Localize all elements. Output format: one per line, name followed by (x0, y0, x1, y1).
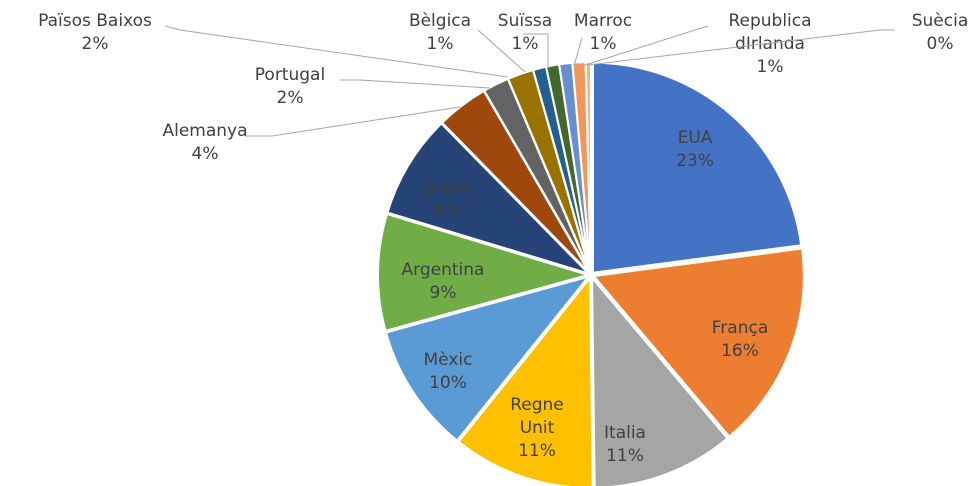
label-line: dIrlanda (735, 34, 805, 54)
pie-slice (591, 247, 805, 438)
value-label: 1% (427, 34, 454, 54)
slice-label: Italia (604, 423, 646, 443)
value-label: 2% (277, 88, 304, 108)
slice-label: França (712, 318, 769, 338)
value-label: 11% (606, 446, 644, 466)
slice-label: Brasil (423, 178, 470, 198)
value-label: 2% (82, 34, 109, 54)
leader-line (573, 37, 583, 67)
value-label: 23% (676, 151, 714, 171)
value-label: 10% (429, 373, 467, 393)
slice-label: Argentina (402, 260, 485, 280)
slice-label: Republica dIrlanda (728, 11, 811, 54)
leader-line (245, 106, 461, 137)
value-label: 1% (757, 57, 784, 77)
label-line: Regne (510, 395, 564, 415)
leader-line (581, 25, 709, 67)
slice-label: Marroc (574, 11, 632, 31)
slice-label: Regne Unit (510, 395, 564, 438)
label-line: Unit (520, 418, 555, 438)
pie-slice (377, 212, 592, 333)
slice-label: Suècia (912, 11, 969, 31)
value-label: 9% (430, 283, 457, 303)
pie-slice (584, 61, 592, 273)
leader-line (523, 33, 549, 68)
value-label: 8% (434, 201, 461, 221)
value-label: 4% (192, 144, 219, 164)
value-label: 0% (927, 34, 954, 54)
value-label: 1% (512, 34, 539, 54)
label-line: Republica (728, 11, 811, 31)
slice-label: Suïssa (498, 11, 552, 31)
value-label: 1% (590, 34, 617, 54)
leader-line (164, 25, 509, 78)
pie-slice (591, 275, 729, 486)
leader-line (477, 29, 526, 73)
pie-slice (457, 275, 594, 486)
pie-slice (386, 122, 590, 275)
pie-slice (591, 61, 803, 274)
slice-label: Països Baixos (38, 11, 152, 31)
slice-label: EUA (678, 128, 713, 148)
slice-label: Mèxic (424, 350, 473, 370)
slice-label: Bèlgica (409, 11, 471, 31)
slice-label: Alemanya (162, 121, 247, 141)
leader-line (587, 29, 895, 66)
leader-line (340, 79, 491, 89)
slice-label: Portugal (255, 65, 325, 85)
pie-slice (384, 274, 592, 442)
value-label: 16% (721, 341, 759, 361)
value-label: 11% (518, 441, 556, 461)
